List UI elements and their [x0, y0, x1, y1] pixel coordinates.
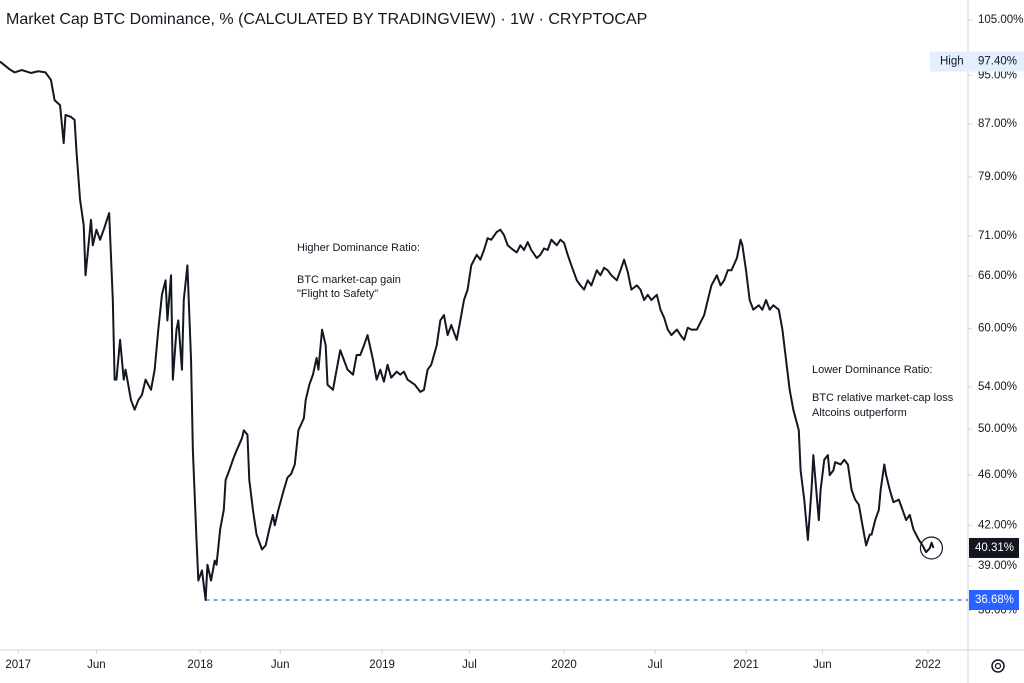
y-tick-label: 46.00%	[978, 469, 1017, 481]
annotation: Altcoins outperform	[812, 407, 907, 419]
x-tick-label: Jun	[271, 659, 290, 671]
y-tick-label: 71.00%	[978, 230, 1017, 242]
x-tick-label: 2022	[915, 659, 941, 671]
y-tick-label: 95.00%	[978, 69, 1017, 81]
annotation: BTC relative market-cap loss	[812, 392, 954, 404]
x-tick-label: Jul	[462, 659, 477, 671]
gear[interactable]	[991, 659, 1005, 673]
y-tick-label: 60.00%	[978, 323, 1017, 335]
chart-title: Market Cap BTC Dominance, % (CALCULATED …	[6, 11, 647, 28]
y-tick-label: 79.00%	[978, 171, 1017, 183]
annotation: Lower Dominance Ratio:	[812, 364, 932, 376]
highlight-circle	[919, 536, 944, 560]
x-tick-label: 2017	[5, 659, 31, 671]
low-price-box	[969, 589, 1019, 610]
y-tick-label: 50.00%	[978, 423, 1017, 435]
y-tick-label: 66.00%	[978, 270, 1017, 282]
y-tick-label: 39.00%	[978, 560, 1017, 572]
x-tick-label: Jul	[648, 659, 663, 671]
last-price-box	[969, 537, 1019, 558]
x-tick-label: Jun	[87, 659, 106, 671]
x-tick-label: Jun	[813, 659, 832, 671]
y-tick-label: 105.00%	[978, 14, 1023, 26]
low-price-label: 36.68%	[975, 594, 1014, 606]
annotation: Higher Dominance Ratio:	[297, 242, 420, 254]
x-tick-label: 2019	[369, 659, 395, 671]
settings-icon[interactable]	[991, 659, 1005, 673]
high-label-box	[930, 51, 1024, 72]
y-tick-label: 42.00%	[978, 519, 1017, 531]
price-line	[0, 60, 935, 601]
annotation: BTC market-cap gain	[297, 274, 401, 286]
high-label: High	[940, 56, 964, 68]
high-value-label: 97.40%	[978, 56, 1017, 68]
x-tick-label: 2021	[733, 659, 759, 671]
x-tick-label: 2020	[551, 659, 577, 671]
gear-hub[interactable]	[994, 662, 1002, 670]
y-tick-label: 54.00%	[978, 381, 1017, 393]
last-price-label: 40.31%	[975, 542, 1014, 554]
annotation: "Flight to Safety"	[297, 288, 378, 300]
x-tick-label: 2018	[187, 659, 213, 671]
y-tick-label: 87.00%	[978, 118, 1017, 130]
